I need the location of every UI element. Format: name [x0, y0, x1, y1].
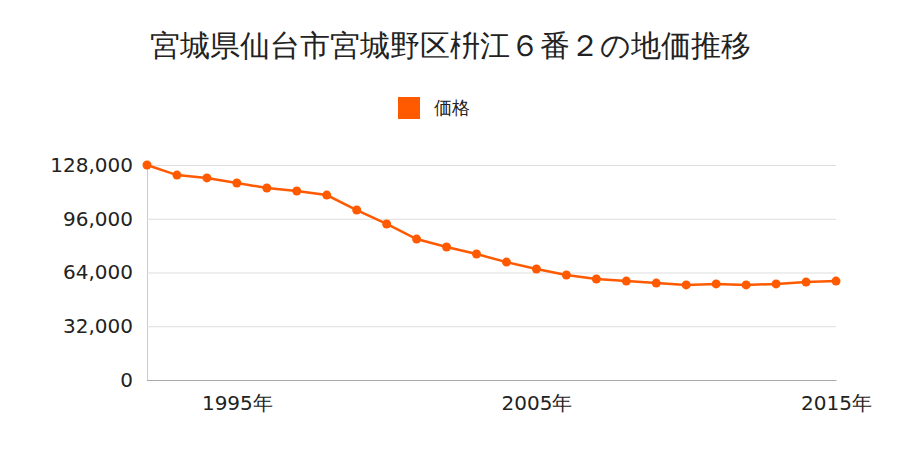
y-axis: 0 32,000 64,000 96,000 128,000	[50, 153, 836, 392]
marks	[143, 161, 841, 290]
point	[472, 250, 481, 259]
y-tick-label: 64,000	[63, 260, 133, 284]
point	[802, 278, 811, 287]
y-axis-line	[148, 166, 837, 381]
y-tick: 0	[120, 368, 836, 392]
legend-swatch	[398, 97, 420, 119]
point	[532, 264, 541, 273]
y-tick-label: 96,000	[63, 207, 133, 231]
point	[412, 235, 421, 244]
plot: 0 32,000 64,000 96,000 128,000 1995年 2005年 2015…	[50, 153, 872, 415]
title: 宮城県仙台市宮城野区枡江６番２の地価推移	[150, 28, 751, 63]
point	[832, 277, 841, 286]
x-axis: 1995年 2005年 2015年	[148, 380, 872, 415]
legend-label: 価格	[434, 97, 470, 118]
point	[592, 275, 601, 284]
x-tick-label: 2005年	[501, 391, 572, 415]
y-tick: 64,000	[63, 260, 836, 284]
point	[502, 258, 511, 267]
legend-item: 価格	[398, 97, 470, 119]
point	[712, 279, 721, 288]
point	[772, 279, 781, 288]
point	[172, 171, 181, 180]
chart: 宮城県仙台市宮城野区枡江６番２の地価推移価格 0 32,000 64,000 96,00…	[0, 0, 900, 450]
point	[232, 178, 241, 187]
point	[382, 219, 391, 228]
x-tick: 2015年	[801, 380, 872, 415]
point	[262, 184, 271, 193]
grid-line	[147, 380, 836, 381]
x-tick: 1995年	[202, 380, 273, 415]
point	[652, 279, 661, 288]
point	[322, 191, 331, 200]
point	[143, 161, 152, 170]
grid-line	[147, 165, 836, 166]
x-axis-line	[148, 380, 837, 381]
legend: 価格	[398, 97, 470, 119]
y-tick-label: 128,000	[50, 153, 133, 177]
grid-line	[147, 273, 836, 274]
point	[202, 173, 211, 182]
point	[442, 242, 451, 251]
point	[562, 271, 571, 280]
y-tick-label: 0	[120, 368, 133, 392]
point	[622, 277, 631, 286]
x-tick-label: 1995年	[202, 391, 273, 415]
x-tick: 2005年	[501, 380, 572, 415]
point	[742, 280, 751, 289]
grid-line	[147, 326, 836, 327]
y-tick-label: 32,000	[63, 314, 133, 338]
x-tick-label: 2015年	[801, 391, 872, 415]
grid-line	[147, 219, 836, 220]
point	[292, 187, 301, 196]
y-tick: 32,000	[63, 314, 836, 338]
line	[147, 165, 836, 285]
point	[682, 280, 691, 289]
y-tick: 96,000	[63, 207, 836, 231]
point	[352, 206, 361, 215]
